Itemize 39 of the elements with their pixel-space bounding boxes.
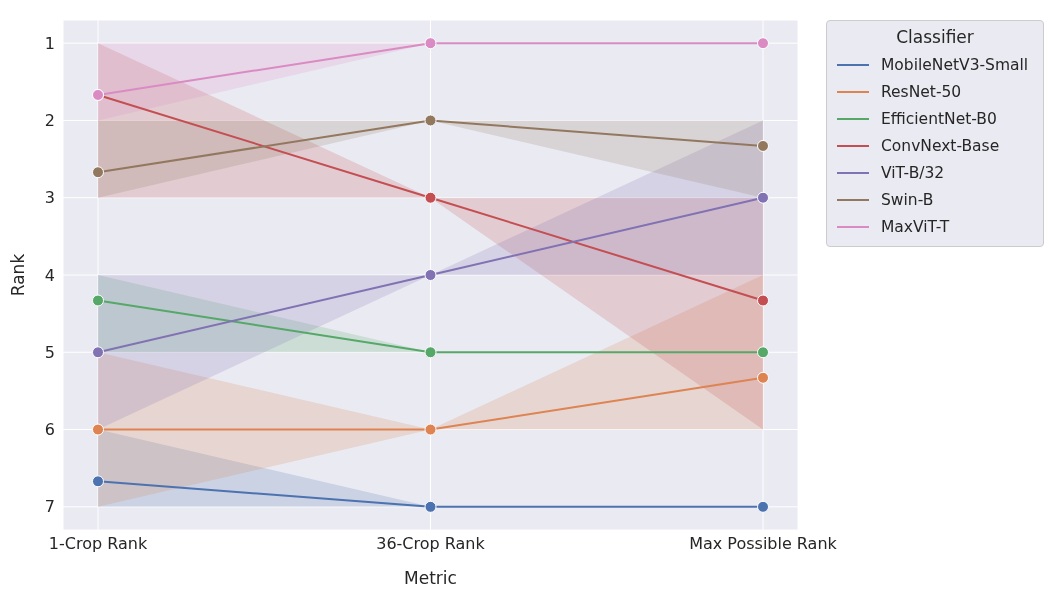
point bbox=[757, 371, 769, 384]
y-tick-label: 2 bbox=[44, 111, 55, 131]
legend-label: MaxViT-T bbox=[881, 217, 950, 236]
y-tick-label: 4 bbox=[44, 265, 55, 285]
x-tick-label: Max Possible Rank bbox=[689, 534, 838, 554]
legend-label: EfficientNet-B0 bbox=[881, 109, 997, 128]
point bbox=[757, 37, 769, 50]
y-tick-label: 1 bbox=[44, 33, 55, 53]
point bbox=[757, 139, 769, 152]
x-tick-label: 36-Crop Rank bbox=[376, 534, 486, 554]
point bbox=[757, 294, 769, 307]
legend-label: ResNet-50 bbox=[881, 82, 962, 101]
x-tick-label: 1-Crop Rank bbox=[48, 534, 148, 554]
point bbox=[92, 475, 104, 488]
point bbox=[424, 269, 437, 281]
y-tick-label: 6 bbox=[44, 420, 55, 440]
y-axis-title: Rank bbox=[8, 253, 29, 297]
legend-label: MobileNetV3-Small bbox=[881, 55, 1029, 74]
point bbox=[424, 191, 437, 204]
x-axis-title: Metric bbox=[404, 568, 457, 588]
point bbox=[424, 423, 437, 436]
point bbox=[757, 500, 769, 513]
point bbox=[92, 166, 104, 179]
point bbox=[424, 37, 437, 50]
point bbox=[757, 191, 769, 204]
legend-label: ConvNext-Base bbox=[881, 136, 1000, 155]
point bbox=[92, 423, 104, 436]
point bbox=[424, 114, 437, 127]
legend-label: ViT-B/32 bbox=[881, 163, 945, 182]
y-tick-label: 7 bbox=[44, 497, 55, 517]
point bbox=[92, 346, 104, 359]
point bbox=[757, 346, 769, 359]
point bbox=[424, 500, 437, 513]
y-tick-label: 5 bbox=[44, 342, 55, 362]
point bbox=[92, 294, 104, 307]
legend-title: Classifier bbox=[895, 27, 975, 47]
point bbox=[424, 346, 437, 359]
y-tick-label: 3 bbox=[44, 188, 55, 208]
legend-label: Swin-B bbox=[881, 190, 934, 209]
